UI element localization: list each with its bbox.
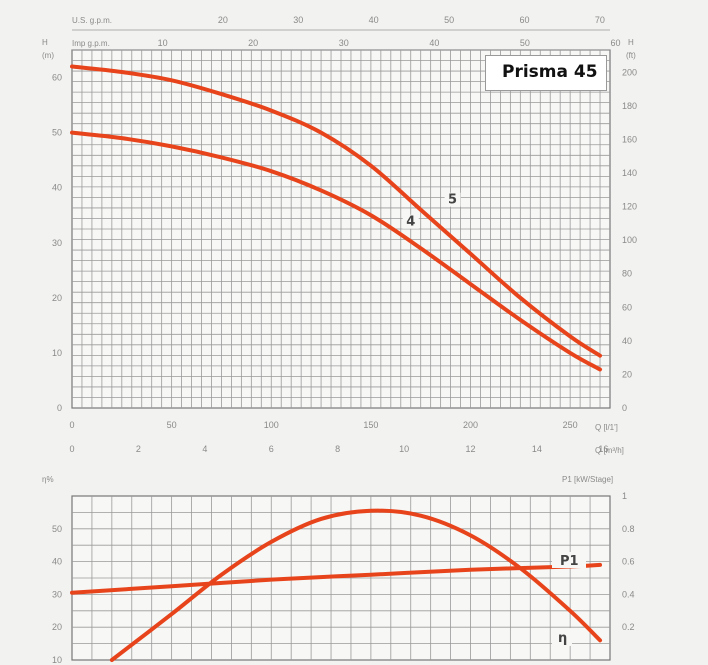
curve-label-4: 4 (406, 215, 415, 230)
h-m-tick-label: 10 (52, 348, 62, 358)
q-ls-axis-label: Q [l/1'] (595, 423, 618, 432)
h-m-tick-label: 20 (52, 293, 62, 303)
h-ft-tick-label: 140 (622, 168, 637, 178)
curve-label-p1-bg (552, 552, 586, 568)
h-m-tick-label: 0 (57, 403, 62, 413)
q-ls-tick-label: 200 (463, 420, 478, 430)
model-title: Prisma 45 (502, 62, 598, 82)
q-m3h-tick-label: 0 (69, 444, 74, 454)
q-m3h-tick-label: 6 (269, 444, 274, 454)
eta-tick-label: 10 (52, 655, 62, 665)
h-ft-axis-label: H (628, 38, 634, 47)
q-ls-tick-label: 100 (264, 420, 279, 430)
q-ls-tick-label: 50 (167, 420, 177, 430)
eta-tick-label: 20 (52, 622, 62, 632)
imp-gpm-tick-label: 50 (520, 38, 530, 48)
curve-label-eta-bg (552, 628, 572, 646)
q-ls-tick-label: 0 (69, 420, 74, 430)
h-ft-tick-label: 120 (622, 202, 637, 212)
head-chart-grid (71, 29, 611, 409)
h-ft-tick-label: 40 (622, 336, 632, 346)
q-m3h-tick-label: 2 (136, 444, 141, 454)
p1-tick-label: 1 (622, 491, 627, 501)
imp-gpm-tick-label: 10 (158, 38, 168, 48)
curve-label-p1: P1 (560, 554, 579, 569)
h-m-tick-label: 50 (52, 128, 62, 138)
axis-labels: U.S. g.p.m. Imp g.p.m. H (m) H (ft) Q [l… (42, 15, 637, 665)
head-curve-4 (70, 130, 603, 372)
us-gpm-tick-label: 30 (293, 15, 303, 25)
h-m-axis-label: H (42, 38, 48, 47)
us-gpm-tick-label: 20 (218, 15, 228, 25)
h-ft-tick-label: 60 (622, 302, 632, 312)
h-ft-tick-label: 180 (622, 101, 637, 111)
us-gpm-tick-label: 70 (595, 15, 605, 25)
head-curve-5 (70, 64, 603, 358)
q-m3h-tick-label: 8 (335, 444, 340, 454)
q-m3h-tick-label: 16 (598, 444, 608, 454)
imp-gpm-tick-label: 20 (248, 38, 258, 48)
eta-tick-label: 40 (52, 557, 62, 567)
curve-label-5-bg (444, 192, 461, 207)
curve-label-4-bg (402, 214, 419, 229)
p1-tick-label: 0.4 (622, 589, 635, 599)
eta-axis-label: η% (42, 475, 54, 484)
h-m-axis-unit: (m) (42, 51, 54, 60)
imp-gpm-tick-label: 60 (610, 38, 620, 48)
q-ls-tick-label: 150 (363, 420, 378, 430)
efficiency-curve (109, 508, 603, 662)
h-ft-tick-label: 20 (622, 369, 632, 379)
curve-label-5: 5 (448, 193, 457, 208)
q-m3h-tick-label: 4 (202, 444, 207, 454)
h-ft-tick-label: 80 (622, 269, 632, 279)
q-m3h-tick-label: 10 (399, 444, 409, 454)
p1-tick-label: 0.6 (622, 557, 635, 567)
curves (70, 64, 603, 662)
h-ft-tick-label: 100 (622, 235, 637, 245)
us-gpm-tick-label: 60 (520, 15, 530, 25)
h-m-tick-label: 40 (52, 183, 62, 193)
h-ft-tick-label: 0 (622, 403, 627, 413)
q-ls-tick-label: 250 (563, 420, 578, 430)
curve-labels: 5 4 P1 η (402, 192, 586, 646)
us-gpm-axis-label: U.S. g.p.m. (72, 16, 112, 25)
p1-tick-label: 0.2 (622, 622, 635, 632)
p1-axis-label: P1 [kW/Stage] (562, 475, 613, 484)
eta-tick-label: 30 (52, 589, 62, 599)
imp-gpm-axis-label: Imp g.p.m. (72, 39, 110, 48)
h-ft-axis-unit: (ft) (626, 51, 636, 60)
h-m-tick-label: 60 (52, 73, 62, 83)
q-m3h-axis-label: Q [m³/h] (595, 446, 624, 455)
us-gpm-tick-label: 50 (444, 15, 454, 25)
us-gpm-tick-label: 40 (369, 15, 379, 25)
h-m-tick-label: 30 (52, 238, 62, 248)
p1-tick-label: 0.8 (622, 524, 635, 534)
imp-gpm-tick-label: 40 (429, 38, 439, 48)
eta-tick-label: 50 (52, 524, 62, 534)
imp-gpm-tick-label: 30 (339, 38, 349, 48)
curve-label-eta: η (558, 631, 567, 646)
h-ft-tick-label: 160 (622, 134, 637, 144)
h-ft-tick-label: 200 (622, 67, 637, 77)
q-m3h-tick-label: 14 (532, 444, 542, 454)
q-m3h-tick-label: 12 (466, 444, 476, 454)
model-title-box: Prisma 45 (485, 55, 607, 91)
